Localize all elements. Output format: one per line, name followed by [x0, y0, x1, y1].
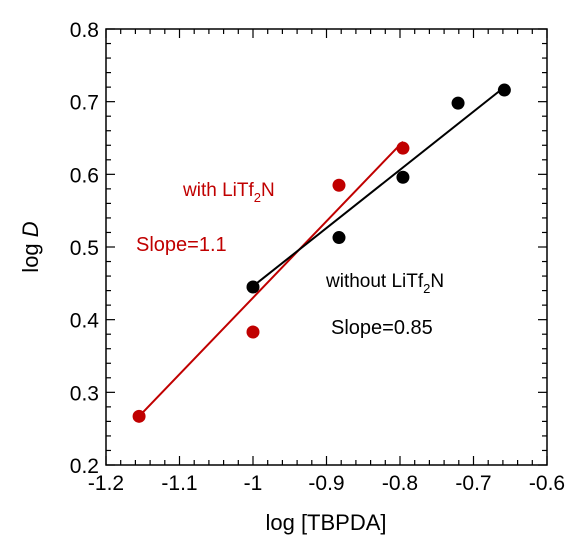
y-tick-labels: 0.2 0.3 0.4 0.5 0.6 0.7 0.8: [70, 19, 100, 478]
annotation-with-litf2n: with LiTf2N: [182, 180, 275, 205]
annotation-slope-with: Slope=1.1: [136, 234, 227, 256]
annotation-without-litf2n: without LiTf2N: [325, 271, 444, 296]
fit-line-series-1: [252, 86, 505, 288]
y-tick-label: 0.5: [70, 237, 99, 260]
data-point-series-1: [451, 96, 465, 110]
y-tick-label: 0.7: [70, 92, 99, 115]
data-points: [132, 83, 511, 423]
x-tick-label: -0.9: [308, 472, 344, 495]
data-point-series-1: [246, 280, 260, 294]
x-tick-labels: -1.2 -1.1 -1 -0.9 -0.8 -0.7 -0.6: [88, 472, 565, 495]
axis-ticks: [105, 28, 548, 466]
x-axis-title: log [TBPDA]: [265, 510, 386, 535]
data-point-series-1: [332, 231, 346, 245]
y-tick-label: 0.2: [70, 455, 99, 478]
fit-line-series-0: [138, 140, 404, 418]
y-axis-title-main: log: [18, 237, 43, 272]
data-point-series-0: [396, 141, 410, 155]
fit-lines: [138, 86, 505, 418]
data-point-series-0: [332, 178, 346, 192]
data-point-series-1: [396, 170, 410, 184]
annotation-slope-without: Slope=0.85: [331, 317, 433, 339]
x-tick-label: -1: [244, 472, 263, 495]
x-tick-label: -1.1: [161, 472, 197, 495]
y-axis-title-italic: D: [18, 221, 43, 237]
y-axis-title: log D: [18, 221, 43, 272]
x-tick-label: -0.8: [382, 472, 418, 495]
y-tick-label: 0.3: [70, 382, 99, 405]
y-tick-label: 0.4: [70, 310, 100, 333]
x-tick-label: -0.7: [455, 472, 491, 495]
y-tick-label: 0.8: [70, 19, 99, 42]
annotation-without-subscript: 2: [423, 281, 430, 296]
annotation-with-subscript: 2: [254, 190, 261, 205]
data-point-series-0: [246, 325, 260, 339]
x-tick-label: -1.2: [88, 472, 124, 495]
data-point-series-1: [497, 83, 511, 97]
y-tick-label: 0.6: [70, 164, 99, 187]
data-point-series-0: [132, 409, 146, 423]
x-tick-label: -0.6: [529, 472, 565, 495]
